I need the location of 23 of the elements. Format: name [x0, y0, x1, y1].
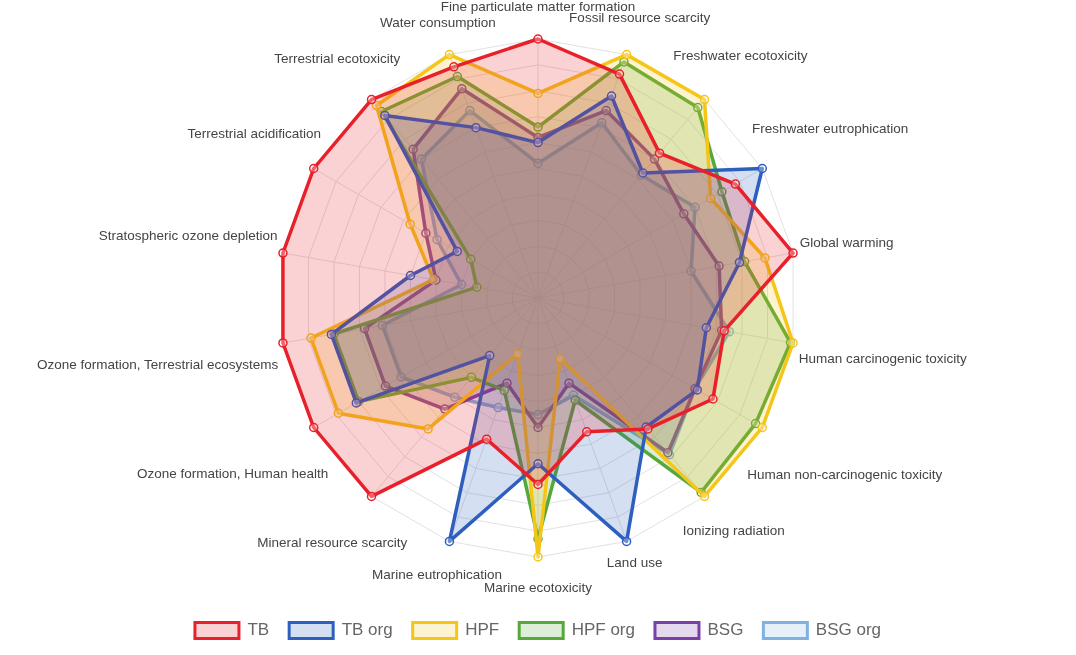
spoke-label: Marine eutrophication — [372, 567, 502, 583]
spoke-label: Freshwater eutrophication — [752, 121, 909, 137]
spoke-label: Ionizing radiation — [682, 523, 785, 539]
spoke-label: Terrestrial acidification — [187, 125, 322, 141]
spoke-label: Fossil resource scarcity — [569, 10, 711, 26]
spoke-label: Human non-carcinogenic toxicity — [747, 466, 943, 482]
spoke-label: Global warming — [799, 235, 894, 251]
spoke-label: Mineral resource scarcity — [257, 534, 408, 550]
spoke-label: Ozone formation, Human health — [136, 466, 329, 482]
legend-label: TB org — [341, 620, 393, 640]
legend-label: BSG — [707, 620, 744, 640]
spoke-label: Land use — [606, 555, 663, 571]
spoke-label: Water consumption — [379, 14, 496, 30]
spoke-label: Stratospheric ozone depletion — [98, 228, 278, 244]
spoke-label: Terrestrial ecotoxicity — [274, 50, 401, 66]
legend-label: TB — [247, 620, 270, 640]
spoke-label: Marine ecotoxicity — [483, 580, 593, 596]
spoke-label: Human carcinogenic toxicity — [798, 350, 968, 366]
legend-label: HPF — [465, 620, 500, 640]
legend-label: HPF org — [571, 620, 635, 640]
spoke-label: Ozone formation, Terrestrial ecosystems — [36, 356, 279, 372]
legend-label: BSG org — [815, 620, 882, 640]
spoke-label: Freshwater ecotoxicity — [673, 48, 808, 64]
